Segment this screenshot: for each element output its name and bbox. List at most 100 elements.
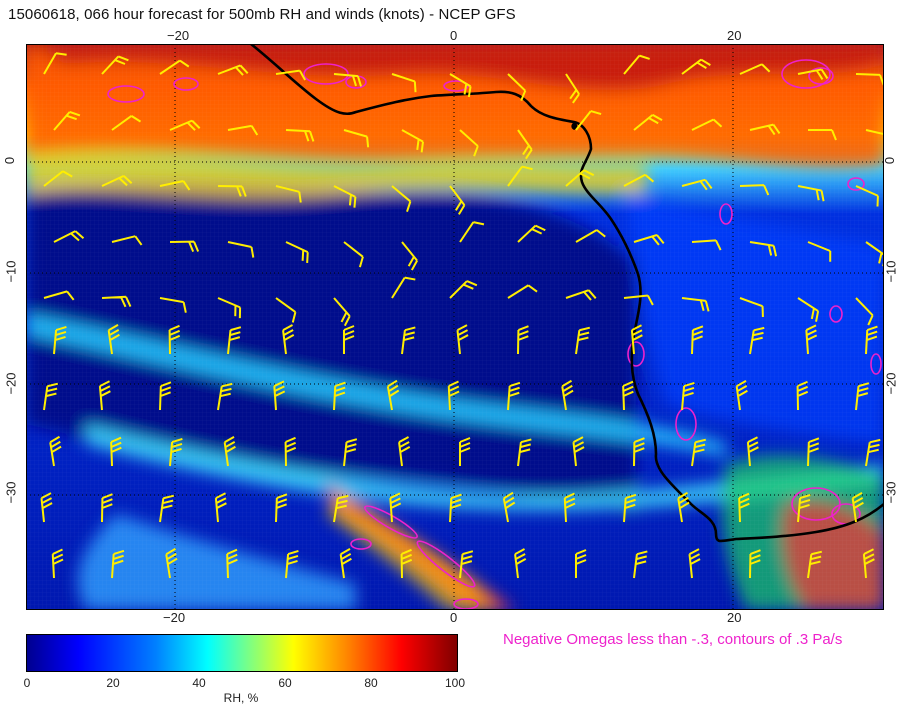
- wind-barb-icon: [217, 185, 247, 197]
- wind-barb-icon: [514, 548, 527, 579]
- wind-barb-icon: [749, 241, 778, 257]
- wind-barb-icon: [630, 324, 643, 355]
- wind-barb-icon: [227, 124, 259, 136]
- wind-barb-icon: [796, 380, 809, 411]
- wind-barb-icon: [223, 436, 236, 467]
- wind-barb-icon: [517, 438, 532, 467]
- wind-barb-icon: [275, 69, 306, 81]
- wind-barb-icon: [851, 492, 864, 523]
- wind-barb-icon: [739, 297, 764, 318]
- wind-barb-icon: [43, 382, 59, 411]
- wind-barb-icon: [633, 437, 645, 467]
- colorbar-tick-20: 20: [106, 676, 120, 690]
- omega-contours: [107, 59, 882, 610]
- wind-barb-icon: [688, 548, 701, 579]
- colorbar-tick-0: 0: [23, 676, 31, 690]
- wind-barb-icon: [111, 235, 143, 246]
- lat-tick-left-s30: −30: [3, 481, 19, 504]
- wind-barb-icon: [43, 170, 73, 187]
- map-title: 15060618, 066 hour forecast for 500mb RH…: [8, 6, 516, 23]
- lon-tick-top-w20: −20: [167, 28, 190, 43]
- wind-barb-icon: [226, 548, 238, 579]
- wind-barb-icon: [343, 438, 358, 467]
- wind-barb-icon: [386, 379, 400, 411]
- lat-tick-left-s20: −20: [3, 372, 19, 395]
- wind-barb-icon: [101, 295, 132, 308]
- wind-barb-icon: [282, 324, 295, 355]
- wind-barb-icon: [746, 436, 759, 467]
- wind-barb-icon: [401, 326, 416, 355]
- wind-barb-icon: [449, 493, 462, 523]
- wind-barb-icon: [101, 174, 133, 187]
- lon-tick-top-0: 0: [450, 28, 458, 43]
- wind-barb-icon: [507, 165, 533, 187]
- wind-barb-icon: [101, 55, 129, 75]
- colorbar-tick-80: 80: [364, 676, 378, 690]
- wind-barb-icon: [285, 129, 315, 142]
- colorbar: [26, 634, 458, 672]
- omega-note: Negative Omegas less than -.3, contours …: [503, 631, 843, 648]
- wind-barb-icon: [159, 180, 191, 191]
- wind-barb-icon: [807, 550, 823, 579]
- wind-barb-icon: [43, 290, 75, 301]
- wind-barb-icon: [43, 52, 67, 75]
- wind-barb-icon: [507, 381, 521, 411]
- wind-barb-icon: [333, 185, 357, 208]
- wind-barb-icon: [691, 239, 722, 251]
- wind-barb-icon: [285, 241, 309, 263]
- wind-barb-icon: [459, 221, 485, 243]
- wind-barb-icon: [389, 492, 402, 523]
- lat-tick-right-s30: −30: [883, 481, 899, 504]
- wind-barb-icon: [507, 73, 527, 102]
- wind-barb-icon: [401, 241, 418, 271]
- lat-tick-left-s10: −10: [3, 260, 19, 283]
- wind-barb-icon: [159, 297, 187, 313]
- wind-barb-icon: [401, 129, 424, 153]
- wind-barb-icon: [691, 438, 707, 467]
- wind-barb-icon: [575, 110, 602, 131]
- wind-barb-icon: [333, 297, 351, 327]
- wind-barb-icon: [107, 324, 120, 355]
- colorbar-tick-60: 60: [278, 676, 292, 690]
- wind-barb-icon: [53, 110, 81, 131]
- lat-tick-right-s10: −10: [883, 260, 899, 283]
- wind-barb-icon: [502, 491, 516, 523]
- wind-barb-icon: [53, 326, 67, 355]
- wind-barb-icon: [391, 276, 416, 299]
- wind-barb-icon: [677, 491, 690, 523]
- wind-barb-icon: [343, 129, 370, 148]
- wind-barb-icon: [575, 229, 606, 243]
- wind-barb-icon: [169, 119, 201, 131]
- wind-barb-icon: [507, 284, 538, 299]
- wind-barb-icon: [159, 494, 175, 523]
- wind-barb-icon: [391, 73, 417, 93]
- wind-barb-icon: [169, 438, 183, 467]
- wind-barb-icon: [517, 129, 533, 160]
- wind-barb-icon: [49, 435, 62, 467]
- wind-barb-icon: [808, 129, 837, 141]
- wind-barb-icon: [749, 549, 761, 579]
- rh-wind-map: [26, 42, 893, 610]
- wind-barb-icon: [53, 230, 85, 243]
- wind-barb-icon: [273, 380, 286, 411]
- wind-barb-icon: [681, 58, 711, 75]
- colorbar-tick-100: 100: [444, 676, 466, 690]
- map-canvas: [26, 42, 893, 610]
- wind-barb-icon: [275, 493, 288, 523]
- lat-tick-right-s20: −20: [883, 372, 899, 395]
- wind-barb-icon: [449, 280, 478, 299]
- wind-barb-icon: [110, 436, 122, 467]
- wind-barb-icon: [739, 63, 771, 75]
- wind-barb-icon: [565, 289, 597, 301]
- wind-barb-icon: [797, 494, 811, 523]
- wind-barb-icon: [165, 547, 178, 579]
- wind-barb-icon: [449, 185, 466, 215]
- wind-barb-icon: [561, 379, 574, 411]
- wind-barb-icon: [623, 493, 637, 523]
- wind-barb-icon: [565, 169, 595, 187]
- wind-barb-icon: [797, 68, 829, 80]
- wind-barb-icon: [633, 234, 665, 246]
- colorbar-tick-40: 40: [192, 676, 206, 690]
- wind-barb-icon: [459, 437, 471, 466]
- lon-tick-bottom-0: 0: [450, 610, 458, 625]
